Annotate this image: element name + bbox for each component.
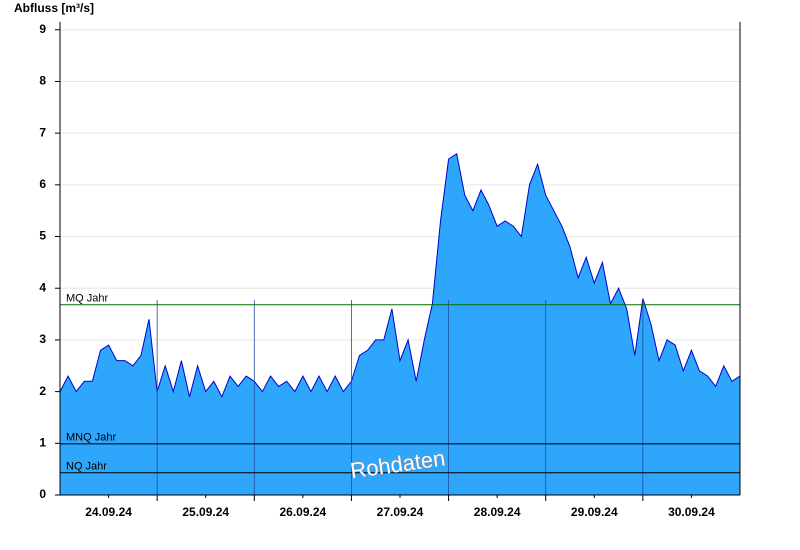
x-tick-label: 25.09.24	[182, 505, 229, 519]
y-tick-label: 9	[39, 22, 46, 36]
y-tick-label: 5	[39, 229, 46, 243]
x-tick-label: 29.09.24	[571, 505, 618, 519]
y-tick-label: 2	[39, 384, 46, 398]
y-tick-label: 8	[39, 74, 46, 88]
y-tick-label: 6	[39, 177, 46, 191]
area	[60, 153, 740, 496]
x-tick-label: 24.09.24	[85, 505, 132, 519]
reference-label: MQ Jahr	[66, 293, 109, 305]
line	[59, 152, 741, 399]
x-tick-label: 30.09.24	[668, 505, 715, 519]
reference-label: NQ Jahr	[66, 461, 107, 473]
x-tick-label: 28.09.24	[474, 505, 521, 519]
y-tick-label: 7	[39, 125, 46, 139]
y-tick-label: 0	[39, 487, 46, 501]
y-tick-label: 3	[39, 332, 46, 346]
x-tick-label: 26.09.24	[279, 505, 326, 519]
y-axis-title: Abfluss [m³/s]	[14, 1, 94, 15]
x-tick-label: 27.09.24	[377, 505, 424, 519]
reference-label: MNQ Jahr	[66, 432, 116, 444]
y-tick-label: 4	[39, 280, 46, 294]
y-tick-label: 1	[39, 435, 46, 449]
